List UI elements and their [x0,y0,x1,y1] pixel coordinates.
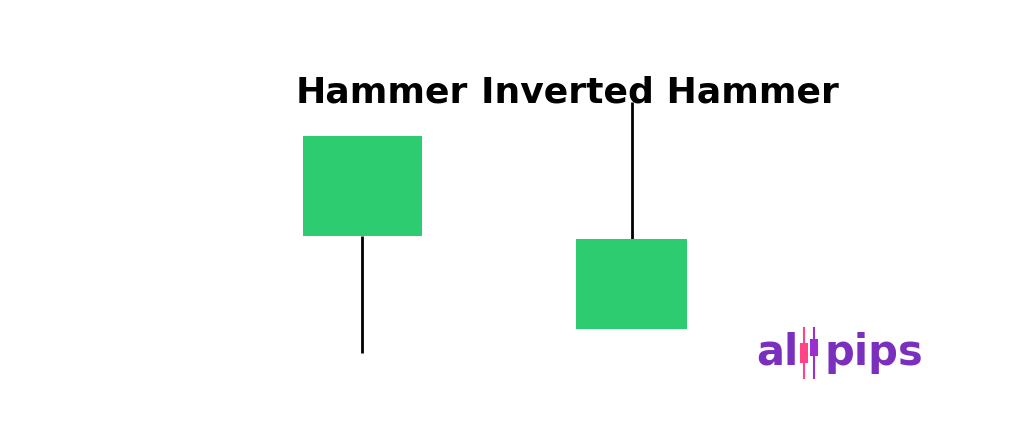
Bar [303,135,422,236]
Bar [800,343,808,363]
Text: Inverted Hammer: Inverted Hammer [481,75,839,109]
Text: Hammer: Hammer [296,75,468,109]
Text: pips: pips [824,332,924,374]
Bar [810,339,817,356]
Text: al: al [757,332,799,374]
Bar [577,239,687,329]
